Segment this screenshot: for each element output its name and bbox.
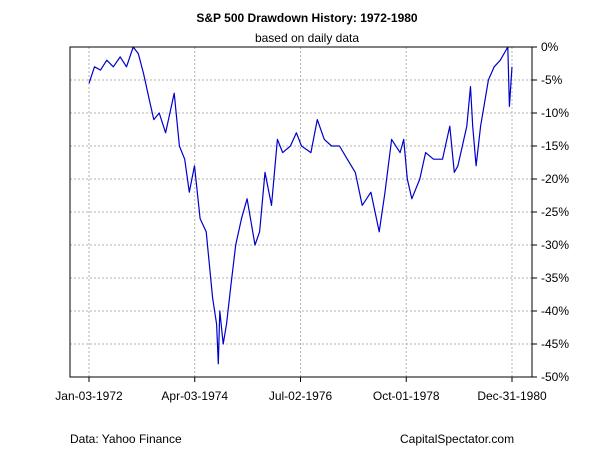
y-tick-label: 0% [541,40,559,54]
y-tick-label: -50% [541,370,569,384]
gridlines [70,47,532,377]
y-tick-label: -5% [541,73,563,87]
y-tick-label: -40% [541,304,569,318]
site-credit: CapitalSpectator.com [400,432,515,446]
x-tick-label: Jul-02-1976 [269,389,333,403]
y-tick-label: -25% [541,205,569,219]
x-tick-label: Dec-31-1980 [477,389,547,403]
drawdown-line [88,46,513,365]
y-tick-label: -10% [541,106,569,120]
axes: Jan-03-1972 Apr-03-1974 Jul-02-1976 Oct-01-… [55,40,569,403]
x-tick-label: Jan-03-1972 [55,389,123,403]
chart-title: S&P 500 Drawdown History: 1972-1980 [196,11,418,25]
y-tick-label: -45% [541,337,569,351]
series-group [88,46,513,365]
x-tick-label: Oct-01-1978 [373,389,440,403]
y-tick-label: -15% [541,139,569,153]
chart-subtitle: based on daily data [255,31,359,45]
source-note: Data: Yahoo Finance [70,432,182,446]
y-tick-label: -30% [541,238,569,252]
x-tick-label: Apr-03-1974 [161,389,228,403]
y-tick-label: -35% [541,271,569,285]
y-tick-label: -20% [541,172,569,186]
